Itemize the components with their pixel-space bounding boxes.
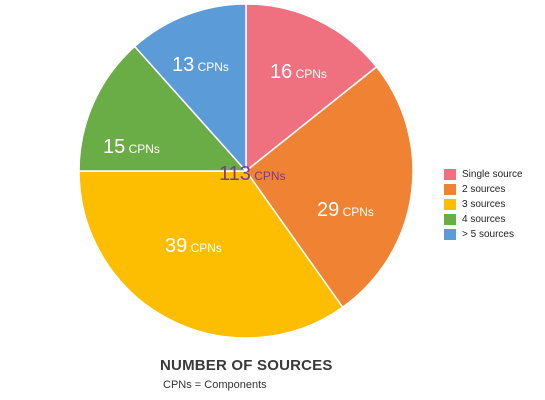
pie-slice-4 <box>78 45 248 172</box>
chart-note: CPNs = Components <box>163 379 267 391</box>
legend-label: > 5 sources <box>462 229 514 240</box>
legend-label: 3 sources <box>462 199 506 210</box>
legend-label: Single source <box>462 169 523 180</box>
pie-slice-3 <box>78 170 344 339</box>
chart-title: NUMBER OF SOURCES <box>160 357 333 374</box>
legend-swatch <box>444 229 456 240</box>
slice-label-3: 39 CPNs <box>165 235 222 257</box>
pie-slice-1 <box>245 3 378 173</box>
legend-swatch <box>444 184 456 195</box>
legend-item-4: 4 sources <box>444 212 523 227</box>
pie-slice-5 <box>133 3 247 173</box>
legend-swatch <box>444 199 456 210</box>
legend-swatch <box>444 169 456 180</box>
pie-slice-2 <box>244 65 414 309</box>
slice-label-2: 29 CPNs <box>317 199 374 221</box>
legend: Single source 2 sources 3 sources 4 sources… <box>444 167 523 242</box>
center-total-label: 113 CPNs <box>219 163 286 185</box>
legend-label: 4 sources <box>462 214 506 225</box>
legend-swatch <box>444 214 456 225</box>
slice-label-4: 15 CPNs <box>103 136 160 158</box>
slice-label-5: 13 CPNs <box>172 54 229 76</box>
legend-item-3: 3 sources <box>444 197 523 212</box>
legend-item-2: 2 sources <box>444 182 523 197</box>
legend-label: 2 sources <box>462 184 506 195</box>
slice-label-1: 16 CPNs <box>270 61 327 83</box>
legend-item-1: Single source <box>444 167 523 182</box>
legend-item-5: > 5 sources <box>444 227 523 242</box>
